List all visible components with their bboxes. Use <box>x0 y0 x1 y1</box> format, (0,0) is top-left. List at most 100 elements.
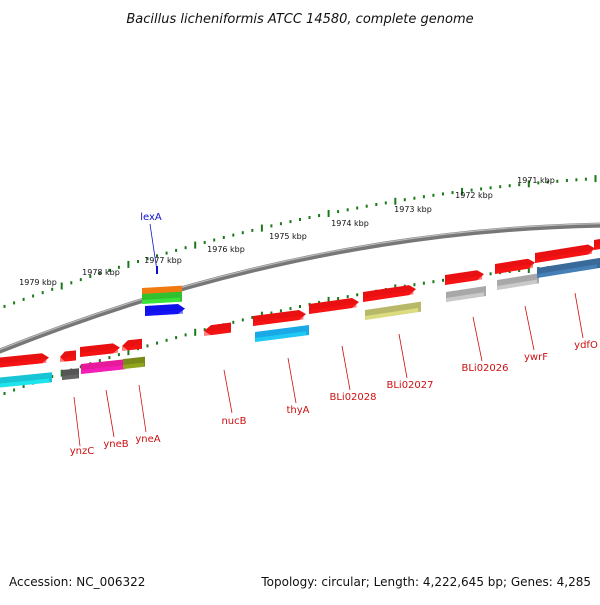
gene-arrow[interactable] <box>253 310 306 326</box>
ruler-tick <box>184 246 187 250</box>
ruler-label: 1972 kbp <box>455 191 493 200</box>
gene-arrow[interactable] <box>60 350 76 362</box>
gene-label-BLi02028[interactable]: BLi02028 <box>329 392 376 403</box>
feature-cds[interactable] <box>255 325 309 342</box>
leader-yneA <box>138 384 147 433</box>
ruler-tick <box>356 293 359 297</box>
feature-cds[interactable] <box>537 257 600 278</box>
feature-cds-shade <box>81 365 123 374</box>
gene-arrow-shade <box>80 348 118 357</box>
ruler-tick <box>299 218 301 221</box>
feature-cds[interactable] <box>497 273 539 290</box>
ruler-tick <box>346 208 349 212</box>
gene-label-BLi02027[interactable]: BLi02027 <box>386 380 433 391</box>
ruler-tick <box>260 224 263 232</box>
ruler-tick <box>308 216 311 219</box>
ruler-tick <box>289 220 292 224</box>
ruler-tick <box>251 316 254 319</box>
leader-ywrF <box>524 305 535 351</box>
ruler-tick <box>279 309 282 313</box>
gene-arrow[interactable] <box>80 343 120 357</box>
ruler-tick <box>575 178 578 182</box>
ruler-tick <box>499 185 502 189</box>
feature-cds[interactable] <box>365 301 421 320</box>
feature-cds[interactable] <box>123 356 145 369</box>
feature-cds-shade <box>255 331 307 342</box>
feature-cds-shade <box>537 264 597 278</box>
ruler-tick <box>584 177 587 181</box>
leader-ydfO <box>574 292 584 339</box>
label-leaders <box>73 223 584 447</box>
ruler-tick <box>337 210 340 214</box>
ruler-tick <box>203 328 206 332</box>
ruler-label: 1976 kbp <box>207 245 245 254</box>
ruler-tick <box>279 222 282 226</box>
leader-nucB <box>223 369 233 414</box>
gene-labels: lexA ynzC yneB yneA nucB thyA BLi02028 B… <box>70 212 598 457</box>
gene-arrow-shade <box>445 275 483 285</box>
ruler-tick <box>98 271 101 275</box>
gene-arrow[interactable] <box>145 304 185 316</box>
feature-cds[interactable] <box>81 359 125 374</box>
ruler-tick <box>327 210 330 217</box>
feature-band[interactable] <box>142 291 182 304</box>
leader-BLi02026 <box>472 316 483 362</box>
ruler-tick <box>346 295 349 299</box>
ruler-tick <box>546 180 549 184</box>
ruler-tick <box>356 206 359 210</box>
gene-label-BLi02026[interactable]: BLi02026 <box>461 363 508 374</box>
ruler-tick <box>156 254 158 258</box>
feature-cds[interactable] <box>446 286 486 302</box>
gene-label-lexA[interactable]: lexA <box>140 212 162 223</box>
gene-label-ydfO[interactable]: ydfO <box>574 340 598 351</box>
ruler-tick <box>60 282 63 290</box>
gene-arrow[interactable] <box>594 239 600 250</box>
gene-label-ynzC[interactable]: ynzC <box>70 446 95 457</box>
ruler-tick <box>117 265 120 269</box>
gene-arrow[interactable] <box>495 258 535 274</box>
gene-label-ywrF[interactable]: ywrF <box>524 352 548 363</box>
gene-label-yneB[interactable]: yneB <box>103 439 128 450</box>
gene-arrow-shade <box>363 290 414 302</box>
gene-arrow[interactable] <box>445 270 484 285</box>
ruler-label: 1974 kbp <box>331 219 369 228</box>
ruler-tick <box>480 187 483 191</box>
ruler-tick <box>3 392 6 395</box>
ruler-tick <box>413 196 416 200</box>
gene-arrow[interactable] <box>309 298 359 314</box>
ruler-tick <box>565 179 568 182</box>
gene-label-nucB[interactable]: nucB <box>221 416 246 427</box>
gene-arrow-shade <box>204 328 230 336</box>
ruler-tick <box>70 281 73 285</box>
feature-cds-shade <box>0 378 50 388</box>
ruler-tick <box>461 187 463 195</box>
feature-cds[interactable] <box>62 368 79 380</box>
ruler-tick <box>518 183 521 187</box>
ruler-tick <box>165 338 168 342</box>
gene-arrow[interactable] <box>363 285 416 302</box>
gene-arrow[interactable] <box>0 353 49 368</box>
ruler-tick <box>251 228 254 232</box>
ruler-tick <box>222 236 225 239</box>
ruler-label: 1979 kbp <box>19 278 57 287</box>
ruler-tick <box>194 328 197 336</box>
gene-label-thyA[interactable]: thyA <box>286 405 309 416</box>
gene-arrow[interactable] <box>122 338 142 351</box>
feature-band-shade <box>142 297 180 304</box>
ruler-tick <box>22 385 25 388</box>
gene-arrow[interactable] <box>204 322 231 337</box>
feature-cds[interactable] <box>0 372 52 388</box>
ruler-tick <box>365 204 368 208</box>
gene-arrow[interactable] <box>535 244 595 264</box>
gene-label-yneA[interactable]: yneA <box>135 434 160 445</box>
ruler-tick <box>175 336 178 340</box>
ruler-tick <box>422 195 425 199</box>
feature-cds-shade <box>62 374 79 380</box>
ruler-tick <box>337 297 340 300</box>
ruler-tick <box>156 341 158 345</box>
gene-arrow-shade <box>122 344 141 351</box>
ruler-tick <box>117 353 120 357</box>
ruler-tick <box>194 241 197 249</box>
ruler-tick <box>289 307 292 311</box>
